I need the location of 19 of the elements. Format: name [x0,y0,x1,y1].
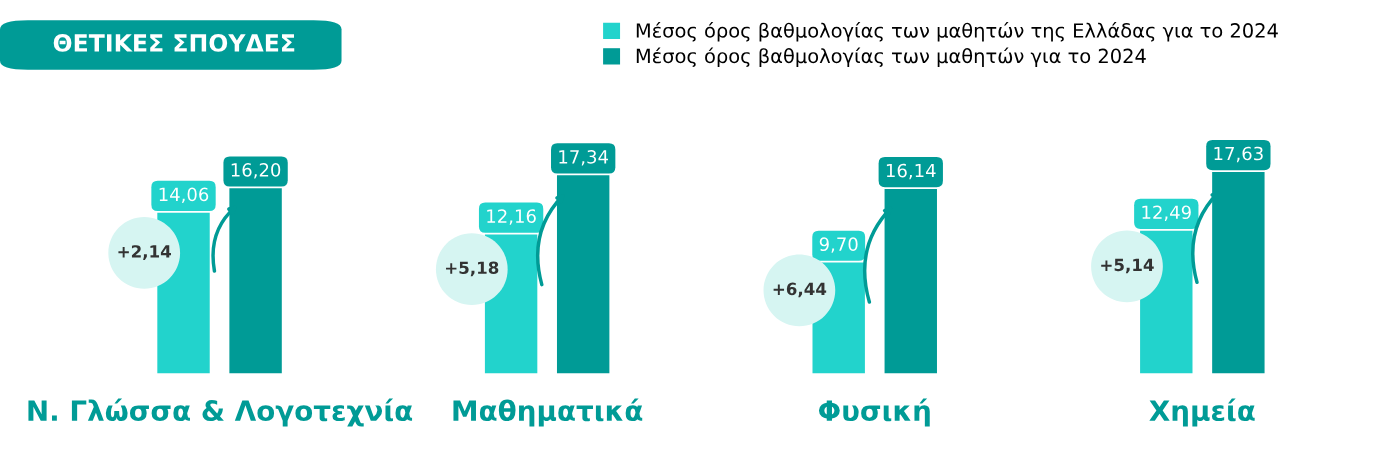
annotation: +5,14 [1101,258,1154,274]
annotation: +5,18 [446,261,499,277]
x-tick-label: Φυσική [818,398,930,427]
x-tick-label: Ν. Γλώσσα & Λογοτεχνία [28,398,413,427]
data-label: 16,20 [231,163,281,179]
legend-label: Μέσος όρος βαθμολογίας των μαθητών για το 2024 [636,47,1146,68]
annotation: +2,14 [118,245,171,260]
chart-title: ΘΕΤΙΚΕΣ ΣΠΟΥΔΕΣ [53,33,295,52]
data-label: 9,70 [819,237,858,253]
data-label: 16,14 [886,163,936,180]
data-label: 17,63 [1214,146,1263,163]
data-label: 12,49 [1142,205,1191,221]
x-tick-label: Χημεία [1149,398,1255,427]
data-label: 17,34 [559,150,609,166]
annotation: +6,44 [773,282,827,298]
legend-label: Μέσος όρος βαθμολογίας των μαθητών της Ελλάδας για το 2024 [636,22,1278,42]
data-label: 12,16 [487,209,536,225]
data-label: 14,06 [159,187,209,203]
x-tick-label: Μαθηματικά [453,398,643,427]
